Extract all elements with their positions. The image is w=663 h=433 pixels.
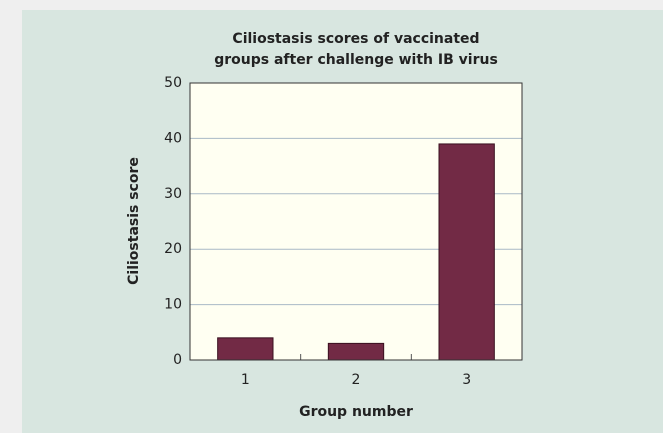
y-tick-label: 0: [173, 352, 182, 368]
x-tick-label: 3: [462, 372, 471, 388]
bar: [438, 143, 495, 361]
x-axis-label: Group number: [299, 404, 413, 420]
y-tick-label: 30: [164, 186, 182, 202]
y-axis-label: Ciliostasis score: [126, 157, 142, 285]
y-tick-label: 50: [164, 75, 182, 91]
chart-title: Ciliostasis scores of vaccinated: [232, 31, 479, 47]
x-tick-label: 1: [241, 372, 250, 388]
y-tick-label: 10: [164, 297, 182, 313]
x-tick-label: 2: [352, 372, 361, 388]
bar: [327, 342, 385, 361]
plot-frame: [189, 82, 523, 361]
y-tick-label: 20: [164, 241, 182, 257]
bar: [217, 337, 274, 361]
chart-title: groups after challenge with IB virus: [214, 52, 498, 68]
y-tick-label: 40: [164, 130, 182, 146]
